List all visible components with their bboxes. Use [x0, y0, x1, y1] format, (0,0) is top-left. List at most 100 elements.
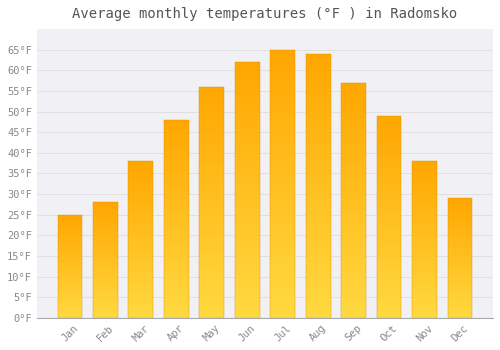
Bar: [448, 253, 472, 254]
Bar: [448, 259, 472, 260]
Bar: [448, 274, 472, 275]
Bar: [93, 213, 118, 214]
Bar: [128, 254, 154, 255]
Bar: [200, 265, 224, 267]
Bar: [93, 316, 118, 317]
Bar: [341, 146, 366, 148]
Bar: [235, 113, 260, 116]
Bar: [58, 301, 82, 302]
Bar: [128, 183, 154, 184]
Bar: [58, 299, 82, 300]
Bar: [448, 223, 472, 225]
Bar: [412, 298, 437, 299]
Bar: [235, 85, 260, 88]
Bar: [93, 203, 118, 205]
Bar: [306, 254, 330, 257]
Bar: [200, 311, 224, 313]
Bar: [58, 304, 82, 306]
Bar: [128, 244, 154, 246]
Bar: [93, 239, 118, 240]
Bar: [341, 144, 366, 146]
Bar: [164, 136, 188, 138]
Bar: [235, 236, 260, 239]
Bar: [341, 233, 366, 236]
Bar: [448, 247, 472, 248]
Bar: [412, 194, 437, 196]
Bar: [376, 259, 402, 261]
Bar: [200, 228, 224, 230]
Bar: [128, 266, 154, 268]
Bar: [306, 223, 330, 225]
Bar: [376, 172, 402, 174]
Bar: [93, 226, 118, 228]
Bar: [270, 270, 295, 272]
Bar: [128, 305, 154, 307]
Bar: [93, 286, 118, 287]
Bar: [376, 168, 402, 170]
Bar: [164, 124, 188, 126]
Bar: [235, 251, 260, 254]
Bar: [93, 311, 118, 312]
Bar: [412, 238, 437, 239]
Bar: [200, 248, 224, 251]
Bar: [341, 203, 366, 205]
Bar: [200, 103, 224, 105]
Bar: [235, 315, 260, 318]
Bar: [270, 251, 295, 253]
Bar: [93, 212, 118, 213]
Bar: [164, 286, 188, 288]
Bar: [448, 206, 472, 208]
Bar: [128, 229, 154, 230]
Bar: [270, 181, 295, 184]
Bar: [93, 223, 118, 224]
Bar: [448, 240, 472, 241]
Bar: [448, 234, 472, 235]
Bar: [93, 306, 118, 307]
Bar: [128, 307, 154, 308]
Bar: [128, 235, 154, 236]
Bar: [412, 290, 437, 291]
Bar: [164, 138, 188, 140]
Bar: [235, 136, 260, 139]
Bar: [341, 179, 366, 181]
Bar: [306, 173, 330, 175]
Bar: [341, 120, 366, 122]
Bar: [341, 83, 366, 318]
Bar: [448, 301, 472, 302]
Bar: [235, 108, 260, 111]
Bar: [164, 132, 188, 134]
Bar: [306, 138, 330, 141]
Bar: [235, 231, 260, 233]
Bar: [128, 230, 154, 232]
Bar: [341, 177, 366, 179]
Bar: [341, 215, 366, 217]
Bar: [412, 206, 437, 208]
Bar: [93, 288, 118, 289]
Bar: [235, 162, 260, 164]
Bar: [93, 231, 118, 232]
Bar: [341, 257, 366, 259]
Bar: [306, 117, 330, 120]
Bar: [200, 195, 224, 198]
Bar: [270, 205, 295, 208]
Bar: [235, 218, 260, 220]
Bar: [376, 211, 402, 213]
Bar: [376, 227, 402, 229]
Bar: [270, 235, 295, 237]
Bar: [128, 241, 154, 243]
Bar: [235, 177, 260, 180]
Bar: [58, 261, 82, 262]
Bar: [341, 184, 366, 186]
Bar: [448, 237, 472, 238]
Bar: [200, 142, 224, 145]
Bar: [448, 296, 472, 298]
Bar: [235, 95, 260, 98]
Bar: [164, 134, 188, 136]
Bar: [58, 278, 82, 279]
Bar: [200, 154, 224, 156]
Bar: [58, 235, 82, 236]
Bar: [341, 273, 366, 275]
Bar: [128, 287, 154, 288]
Bar: [270, 168, 295, 170]
Bar: [270, 221, 295, 224]
